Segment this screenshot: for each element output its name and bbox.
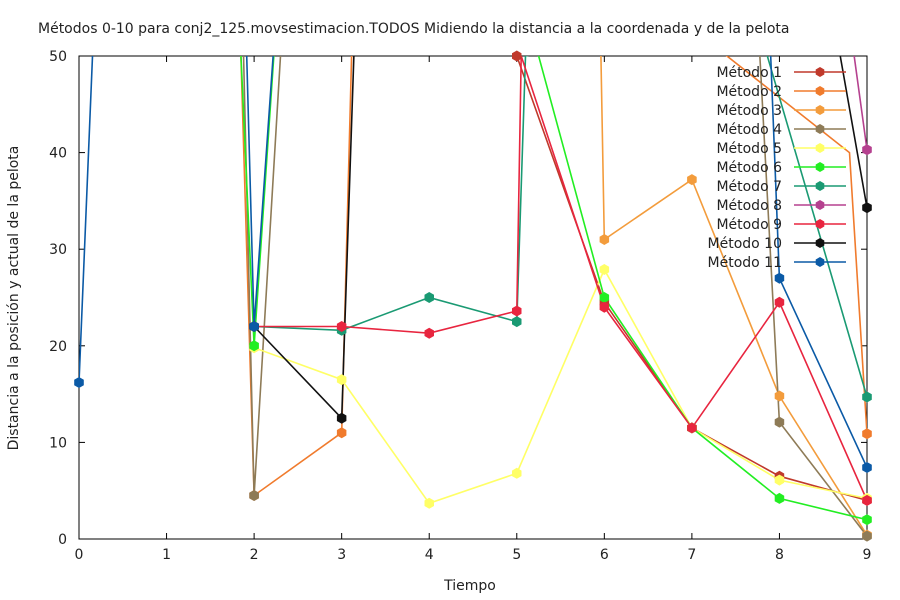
legend-label: Método 1	[716, 65, 782, 81]
data-point	[774, 296, 785, 308]
legend-label: Método 8	[716, 198, 782, 214]
data-point	[862, 514, 872, 526]
data-point	[862, 530, 872, 542]
data-point	[687, 174, 697, 186]
series-line-10	[253, 56, 867, 421]
legend-marker	[815, 219, 825, 229]
data-point	[774, 416, 785, 428]
data-point	[862, 144, 872, 156]
plot-frame	[78, 55, 868, 540]
legend-marker	[815, 124, 825, 134]
legend-label: Método 2	[716, 84, 782, 100]
data-point	[424, 497, 434, 509]
x-tick-label: 0	[75, 547, 84, 563]
x-tick-label: 5	[512, 547, 521, 563]
data-point	[774, 390, 785, 402]
y-tick-label: 20	[49, 339, 67, 355]
x-tick-label: 3	[337, 547, 346, 563]
data-point	[687, 422, 697, 434]
y-tick-label: 50	[49, 49, 67, 65]
data-point	[424, 327, 434, 339]
chart-title: Métodos 0-10 para conj2_125.movsestimaci…	[38, 21, 789, 37]
legend-marker	[815, 257, 825, 267]
legend-marker	[815, 181, 825, 191]
legend-label: Método 4	[716, 122, 782, 138]
legend-marker	[815, 238, 825, 248]
data-point	[336, 412, 347, 424]
legend: Método 1 Método 2 Método 3 Método 4 Método 5…	[708, 65, 846, 271]
series-line-5	[253, 267, 867, 505]
series-line-4	[242, 56, 867, 537]
data-point	[336, 321, 347, 332]
data-point	[74, 377, 84, 388]
data-point	[512, 305, 522, 317]
data-point	[249, 340, 259, 352]
data-point	[599, 234, 610, 245]
y-tick-label: 10	[49, 435, 67, 451]
series-line-11	[79, 56, 867, 468]
x-tick-label: 1	[162, 547, 171, 563]
data-point	[512, 467, 522, 479]
data-point	[862, 202, 872, 214]
data-point	[599, 264, 610, 275]
x-tick-label: 2	[250, 547, 259, 563]
data-point	[512, 50, 522, 62]
data-point	[774, 492, 785, 504]
y-tick-label: 0	[58, 532, 67, 548]
data-point	[774, 474, 785, 486]
legend-label: Método 11	[708, 255, 782, 271]
data-point	[249, 490, 259, 501]
x-tick-label: 8	[775, 547, 784, 563]
data-point	[862, 462, 872, 473]
y-tick-label: 30	[49, 242, 67, 258]
data-point	[424, 292, 434, 303]
legend-marker	[815, 67, 825, 77]
data-point	[774, 272, 785, 284]
legend-label: Método 5	[716, 141, 782, 157]
y-tick-label: 40	[49, 146, 67, 162]
x-tick-label: 7	[687, 547, 696, 563]
legend-marker	[815, 86, 825, 96]
legend-marker	[815, 143, 825, 153]
legend-label: Método 6	[716, 160, 782, 176]
legend-marker	[815, 200, 825, 210]
data-point	[862, 428, 872, 440]
legend-label: Método 10	[708, 236, 782, 252]
legend-marker	[815, 105, 825, 115]
data-point	[599, 292, 610, 303]
series-line-6	[240, 56, 867, 521]
legend-label: Método 7	[716, 179, 782, 195]
series-line-9	[254, 56, 867, 501]
x-axis-label: Tiempo	[443, 578, 496, 594]
x-tick-label: 4	[425, 547, 434, 563]
data-point	[512, 316, 522, 328]
series-line-1	[516, 56, 867, 502]
data-point	[599, 301, 610, 313]
legend-marker	[815, 162, 825, 172]
series-markers	[74, 50, 872, 542]
x-tick-label: 9	[863, 547, 872, 563]
data-point	[336, 374, 347, 386]
legend-label: Método 3	[716, 103, 782, 119]
y-axis-label: Distancia a la posición y actual de la p…	[6, 146, 22, 451]
data-point	[862, 494, 872, 506]
legend-label: Método 9	[716, 217, 782, 233]
data-point	[862, 391, 872, 403]
x-tick-label: 6	[600, 547, 609, 563]
data-point	[336, 427, 347, 439]
series-line-8	[853, 56, 867, 150]
data-point	[249, 321, 259, 332]
